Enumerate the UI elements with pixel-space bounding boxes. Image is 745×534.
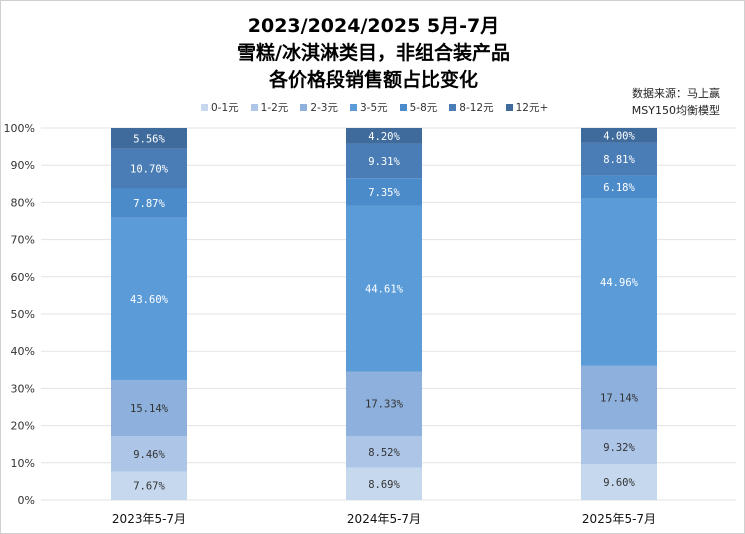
legend-item: 2-3元 <box>300 100 338 115</box>
bar-segment <box>346 143 422 179</box>
data-label: 44.96% <box>600 277 639 289</box>
bar-segment <box>111 217 187 380</box>
y-tick-label: 30% <box>11 382 35 395</box>
legend-swatch <box>349 104 357 111</box>
legend: 0-1元 1-2元 2-3元 3-5元 5-8元 8-12元 12元+ <box>201 100 548 115</box>
legend-swatch <box>505 104 513 111</box>
legend-label: 3-5元 <box>359 102 388 114</box>
data-label: 44.61% <box>365 284 404 296</box>
data-label: 8.69% <box>368 479 400 491</box>
bar-segment <box>581 464 657 500</box>
chart-title-line-2: 雪糕/冰淇淋类目，非组合装产品 <box>237 42 510 64</box>
chart-title-line-1: 2023/2024/2025 5月-7月 <box>247 15 500 37</box>
bar-segment <box>346 371 422 436</box>
data-label: 15.14% <box>130 403 169 415</box>
y-tick-label: 90% <box>11 159 35 172</box>
bar-segment <box>581 142 657 176</box>
source-line-1: 数据来源：马上赢 <box>632 87 720 100</box>
data-label: 8.81% <box>603 154 635 166</box>
legend-label: 1-2元 <box>260 102 289 114</box>
legend-swatch <box>250 104 258 111</box>
y-tick-label: 80% <box>11 196 35 209</box>
data-label: 10.70% <box>130 164 169 176</box>
data-label: 9.60% <box>603 477 635 489</box>
data-label: 9.32% <box>603 442 635 454</box>
legend-item: 5-8元 <box>399 100 438 115</box>
legend-swatch <box>399 104 407 111</box>
data-label: 7.87% <box>133 198 165 210</box>
bar-segment <box>346 127 422 144</box>
legend-item: 8-12元 <box>449 100 494 115</box>
bar-segment <box>581 365 657 430</box>
bar-segment <box>581 175 657 199</box>
data-label: 9.31% <box>368 156 400 168</box>
bar-segment <box>346 435 422 468</box>
data-label: 5.56% <box>133 133 165 145</box>
bar-segment <box>111 188 187 218</box>
bar-segment <box>111 436 187 472</box>
y-tick-label: 50% <box>11 308 35 321</box>
bar-segment <box>346 178 422 206</box>
legend-item: 0-1元 <box>201 100 239 115</box>
legend-item: 1-2元 <box>250 100 289 115</box>
y-tick-label: 40% <box>11 345 35 358</box>
bar-segment <box>581 429 657 465</box>
bar-segment <box>346 205 422 372</box>
bar-segment <box>111 471 187 500</box>
source-line-2: MSY150均衡模型 <box>631 104 720 117</box>
bar-segment <box>111 379 187 437</box>
data-label: 8.52% <box>368 447 400 459</box>
legend-swatch <box>300 104 308 111</box>
chart-title-line-3: 各价格段销售额占比变化 <box>268 69 478 91</box>
legend-swatch <box>201 104 208 111</box>
bar-segment <box>346 467 422 500</box>
bar-segment <box>111 128 187 149</box>
legend-label: 0-1元 <box>211 102 239 114</box>
legend-label: 5-8元 <box>409 102 438 114</box>
legend-label: 8-12元 <box>459 102 494 114</box>
y-tick-label: 0% <box>18 494 35 507</box>
x-tick-label: 2025年5-7月 <box>582 512 656 526</box>
y-tick-label: 100% <box>4 122 35 135</box>
bar-segment <box>111 148 187 189</box>
bar-segment <box>581 198 657 366</box>
data-label: 4.20% <box>368 131 400 143</box>
y-tick-label: 20% <box>11 420 35 433</box>
y-tick-label: 10% <box>11 457 35 470</box>
x-tick-label: 2024年5-7月 <box>347 512 421 526</box>
data-label: 9.46% <box>133 449 165 461</box>
legend-item: 3-5元 <box>349 100 388 115</box>
legend-label: 2-3元 <box>310 102 338 114</box>
legend-swatch <box>449 104 457 111</box>
data-label: 17.14% <box>600 393 639 405</box>
legend-label: 12元+ <box>515 102 549 114</box>
y-tick-label: 70% <box>11 234 35 247</box>
data-label: 17.33% <box>365 399 404 411</box>
legend-item: 12元+ <box>505 100 549 115</box>
data-label: 7.35% <box>368 187 400 199</box>
data-label: 4.00% <box>603 130 635 142</box>
data-label: 7.67% <box>133 481 165 493</box>
x-tick-label: 2023年5-7月 <box>112 512 186 526</box>
data-label: 6.18% <box>603 182 635 194</box>
data-label: 43.60% <box>130 294 169 306</box>
bar-segment <box>581 127 657 143</box>
y-tick-label: 60% <box>11 271 35 284</box>
